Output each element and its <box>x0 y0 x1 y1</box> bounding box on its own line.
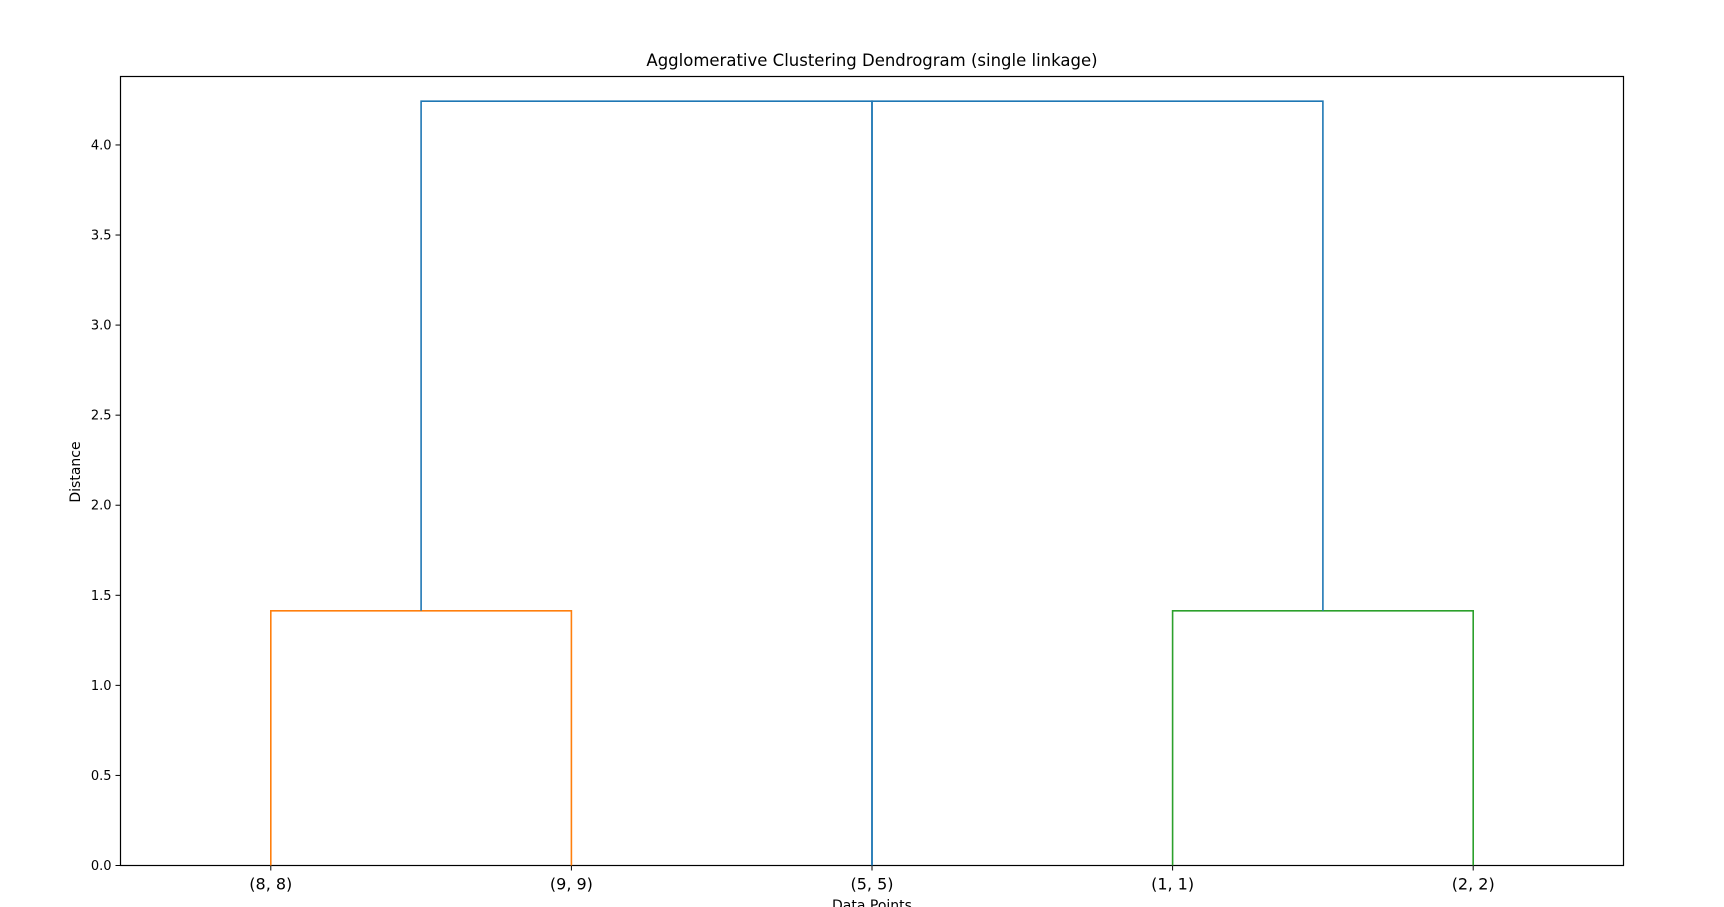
dendrogram-links <box>269 100 1474 866</box>
y-axis-ticks: 0.0 0.5 1.0 1.5 2.0 2.5 3.0 3.5 4.0 <box>91 138 121 874</box>
y-tick-label: 0.5 <box>91 769 112 784</box>
y-tick-label: 2.0 <box>91 499 112 514</box>
chart-title: Agglomerative Clustering Dendrogram (sin… <box>646 51 1097 70</box>
y-tick-label: 4.0 <box>91 138 112 153</box>
dendrogram-link <box>420 100 873 866</box>
dendrogram-link <box>871 100 1324 866</box>
y-tick-label: 2.5 <box>91 409 112 424</box>
x-tick-label: (5, 5) <box>850 875 893 894</box>
x-axis-title: Data Points <box>832 898 912 907</box>
y-tick-label: 1.0 <box>91 679 112 694</box>
x-axis-ticks: (8, 8) (9, 9) (5, 5) (1, 1) (2, 2) <box>249 865 1495 894</box>
x-tick-label: (9, 9) <box>550 875 593 894</box>
y-axis-title: Distance <box>68 441 84 502</box>
y-tick-label: 0.0 <box>91 859 112 874</box>
dendrogram-link <box>269 609 573 866</box>
dendrogram-link <box>1171 609 1474 866</box>
x-tick-label: (8, 8) <box>249 875 292 894</box>
x-tick-label: (1, 1) <box>1151 875 1194 894</box>
y-tick-label: 3.0 <box>91 319 112 334</box>
x-tick-label: (2, 2) <box>1452 875 1495 894</box>
y-tick-label: 3.5 <box>91 229 112 244</box>
y-tick-label: 1.5 <box>91 589 112 604</box>
